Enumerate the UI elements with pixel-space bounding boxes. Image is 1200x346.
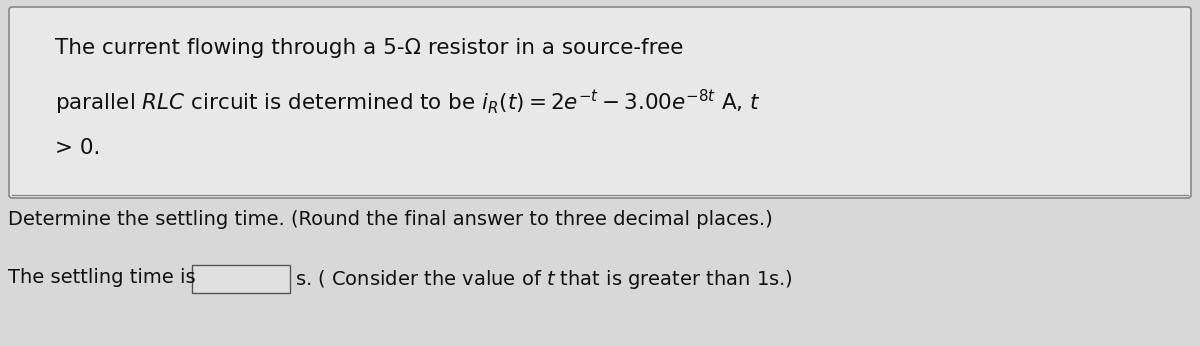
Text: The current flowing through a 5-Ω resistor in a source-free: The current flowing through a 5-Ω resist… <box>55 38 683 58</box>
Bar <box>192 265 290 293</box>
Text: s. ( Consider the value of $t$ that is greater than 1s.): s. ( Consider the value of $t$ that is g… <box>295 268 793 291</box>
FancyBboxPatch shape <box>10 7 1190 198</box>
Text: > 0.: > 0. <box>55 138 101 158</box>
Text: Determine the settling time. (Round the final answer to three decimal places.): Determine the settling time. (Round the … <box>8 210 773 229</box>
Text: The settling time is: The settling time is <box>8 268 196 287</box>
Text: parallel $RLC$ circuit is determined to be $i_R(t) = 2e^{-t} - 3.00e^{-8t}$ A, $: parallel $RLC$ circuit is determined to … <box>55 88 761 117</box>
